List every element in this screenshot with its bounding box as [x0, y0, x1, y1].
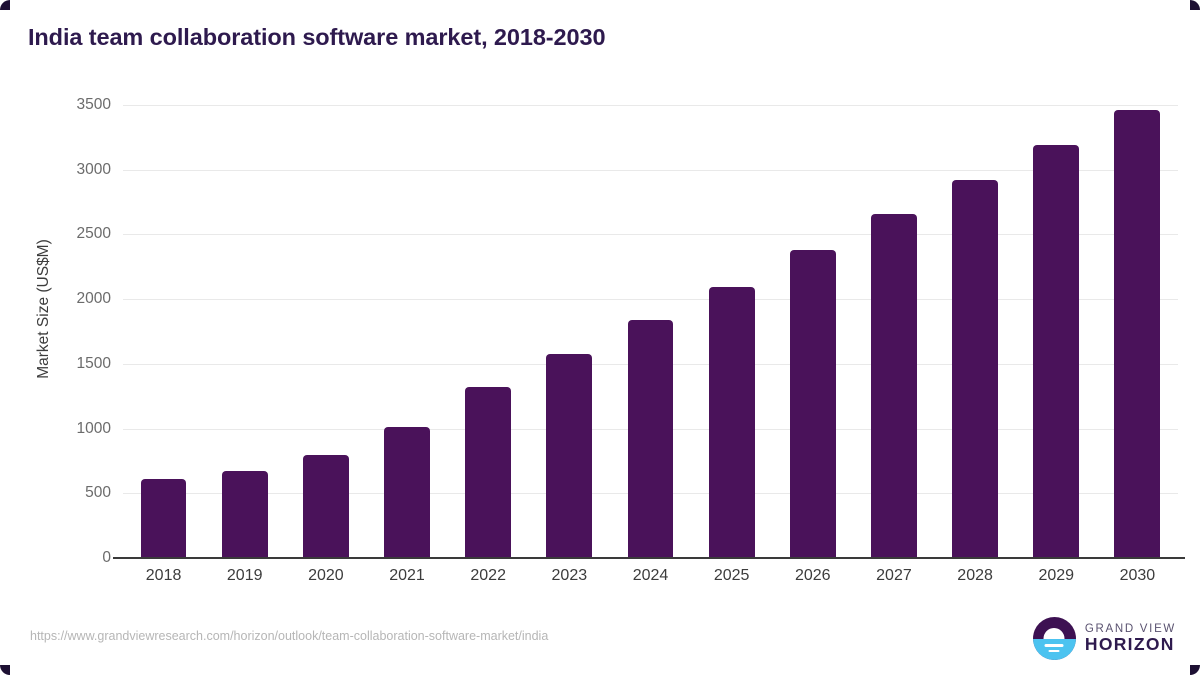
x-axis-tick-2018: 2018: [145, 567, 182, 584]
brand-logo[interactable]: GRAND VIEW HORIZON: [1032, 617, 1176, 660]
y-axis-label: Market Size (US$M): [35, 239, 52, 379]
bar-2023[interactable]: [546, 354, 593, 558]
bar-2022[interactable]: [465, 387, 512, 558]
x-axis-tick-2021: 2021: [389, 567, 425, 584]
x-axis-tick-2025: 2025: [713, 567, 750, 584]
y-axis-tick: 3000: [76, 160, 111, 178]
card-corner-top-right: [1190, 0, 1200, 10]
bar-2020[interactable]: [302, 455, 349, 558]
x-axis-tick-2028: 2028: [957, 567, 993, 584]
bar-2018[interactable]: [140, 479, 187, 558]
horizon-circle-icon: [1032, 617, 1076, 660]
plot-area: [123, 105, 1178, 558]
bar-2026[interactable]: [789, 249, 836, 558]
bar-2030[interactable]: [1114, 110, 1161, 558]
x-axis-tick-2027: 2027: [876, 567, 912, 584]
x-axis-tick-2023: 2023: [551, 567, 588, 584]
bar-2024[interactable]: [627, 319, 674, 558]
y-axis-tick: 500: [85, 484, 111, 502]
y-axis-tick: 2000: [76, 290, 111, 308]
x-axis-tick-2026: 2026: [794, 567, 831, 584]
card-corner-top-left: [0, 0, 10, 10]
gridline: [123, 299, 1178, 301]
card-corner-bottom-left: [0, 665, 10, 675]
bar-2028[interactable]: [952, 180, 999, 558]
y-axis-tick: 0: [102, 549, 111, 566]
x-axis-tick-2029: 2029: [1038, 567, 1075, 584]
y-axis-tick: 3500: [76, 96, 111, 113]
x-axis-tick-2019: 2019: [226, 567, 263, 584]
logo-sun-dome: [1043, 627, 1065, 639]
gridline: [123, 169, 1178, 171]
bar-2025[interactable]: [708, 286, 755, 558]
bar-2027[interactable]: [871, 213, 917, 558]
y-axis-tick: 1000: [76, 419, 111, 437]
brand-logo-text: GRAND VIEW HORIZON: [1085, 623, 1176, 653]
card-corner-bottom-right: [1190, 665, 1200, 675]
logo-line-lower: [1048, 649, 1060, 652]
bar-2019[interactable]: [221, 471, 268, 558]
chart-title: India team collaboration software market…: [28, 24, 606, 50]
x-axis-tick-2020: 2020: [308, 567, 344, 584]
x-axis-tick-2024: 2024: [632, 567, 669, 584]
x-axis-tick-2030: 2030: [1119, 567, 1156, 584]
y-axis-tick: 2500: [76, 225, 111, 243]
brand-name-primary: GRAND VIEW: [1084, 623, 1176, 636]
gridline: [123, 105, 1178, 106]
brand-name-secondary: HORIZON: [1084, 634, 1175, 655]
bar-2029[interactable]: [1033, 145, 1080, 558]
x-axis-tick-2022: 2022: [470, 567, 506, 584]
x-axis-line: [113, 557, 1185, 559]
y-axis-tick: 1500: [76, 354, 111, 372]
logo-line-upper: [1044, 644, 1064, 647]
logo-sea-half: [1032, 638, 1076, 660]
gridline: [123, 234, 1178, 236]
bar-2021[interactable]: [384, 427, 430, 558]
source-url[interactable]: https://www.grandviewresearch.com/horizo…: [30, 629, 549, 643]
